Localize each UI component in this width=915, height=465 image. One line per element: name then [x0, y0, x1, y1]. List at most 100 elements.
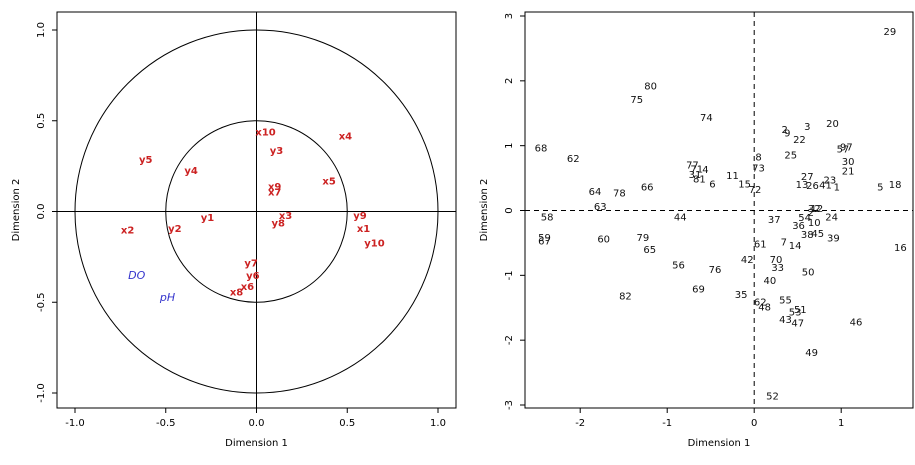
point-label-65: 65 [643, 245, 656, 256]
point-label-69: 69 [692, 284, 705, 295]
point-label-25: 25 [784, 151, 797, 162]
point-label-47: 47 [791, 319, 804, 330]
point-label-6: 6 [709, 179, 715, 190]
point-label-29: 29 [884, 27, 897, 38]
point-label-16: 16 [894, 243, 907, 254]
x-axis-title: Dimension 1 [688, 438, 751, 449]
point-label-75: 75 [630, 95, 643, 106]
variable-label-x8: x8 [230, 287, 243, 298]
point-label-37: 37 [768, 215, 781, 226]
point-label-45: 45 [811, 229, 824, 240]
y-axis-title: Dimension 2 [11, 179, 22, 242]
x-tick-label: -1.0 [65, 418, 85, 429]
observations-plot-panel: 2980757420329226897576225819307771473213… [479, 11, 914, 449]
y-tick-label: -1.0 [36, 383, 47, 403]
point-label-97: 97 [840, 142, 853, 153]
variable-label-y9: y9 [353, 211, 367, 222]
variable-label-DO: DO [128, 269, 145, 282]
point-label-7: 7 [781, 238, 787, 249]
variable-label-x7: x7 [268, 188, 281, 199]
variable-label-x3: x3 [279, 211, 292, 222]
y-tick-label: 3 [504, 13, 515, 19]
y-tick-label: 0.5 [36, 113, 47, 129]
point-label-40: 40 [763, 276, 776, 287]
point-label-53: 53 [789, 308, 802, 319]
x-tick-label: -2 [575, 418, 585, 429]
point-label-10: 10 [808, 218, 821, 229]
y-tick-label: 2 [504, 78, 515, 84]
variable-label-x5: x5 [322, 177, 335, 188]
point-label-5: 5 [877, 183, 883, 194]
point-label-39: 39 [827, 234, 840, 245]
point-label-33: 33 [771, 263, 784, 274]
point-label-31: 31 [689, 170, 702, 181]
point-label-62: 62 [754, 297, 767, 308]
variable-label-y7: y7 [244, 258, 258, 269]
x-tick-label: 1.0 [430, 418, 446, 429]
y-axis-title: Dimension 2 [479, 179, 490, 242]
x-tick-label: 0.0 [249, 418, 265, 429]
point-label-14: 14 [789, 241, 802, 252]
point-label-50: 50 [802, 267, 815, 278]
point-label-15: 15 [738, 179, 751, 190]
point-label-9: 9 [784, 129, 790, 140]
variable-label-y5: y5 [139, 155, 153, 166]
variable-label-y3: y3 [270, 146, 284, 157]
point-label-64: 64 [589, 187, 602, 198]
point-label-63: 63 [594, 202, 607, 213]
point-label-71: 71 [690, 164, 703, 175]
x-tick-label: 0 [751, 418, 757, 429]
point-label-74: 74 [700, 113, 713, 124]
y-tick-label: -2 [504, 335, 515, 345]
point-label-59: 59 [538, 233, 551, 244]
point-label-79: 79 [636, 233, 649, 244]
point-label-8: 8 [755, 153, 761, 164]
point-label-21: 21 [842, 166, 855, 177]
point-label-26: 26 [806, 181, 819, 192]
point-label-51: 51 [794, 305, 807, 316]
point-label-35: 35 [735, 290, 748, 301]
point-label-56: 56 [672, 260, 685, 271]
point-label-13: 13 [796, 180, 809, 191]
point-label-77: 77 [686, 160, 699, 171]
point-label-60: 60 [597, 234, 610, 245]
point-label-3: 3 [804, 122, 810, 133]
variable-label-x2: x2 [121, 226, 134, 237]
point-label-57: 57 [837, 144, 850, 155]
point-label-46: 46 [850, 317, 863, 328]
y-tick-label: -0.5 [36, 292, 47, 312]
point-label-2: 2 [781, 125, 787, 136]
x-axis-title: Dimension 1 [225, 438, 288, 449]
variable-label-x9: x9 [268, 182, 281, 193]
y-tick-label: 1.0 [36, 22, 47, 38]
variable-label-y4: y4 [184, 166, 198, 177]
point-label-52: 52 [766, 391, 779, 402]
point-label-54: 54 [798, 213, 811, 224]
point-label-41: 41 [819, 181, 832, 192]
point-label-62: 62 [567, 154, 580, 165]
point-label-76: 76 [709, 265, 722, 276]
point-label-20: 20 [826, 119, 839, 130]
point-label-2: 2 [808, 208, 814, 219]
y-tick-label: 1 [504, 142, 515, 148]
x-tick-label: -0.5 [156, 418, 176, 429]
point-label-78: 78 [613, 188, 626, 199]
point-label-11: 11 [726, 171, 739, 182]
point-label-38: 38 [801, 230, 814, 241]
point-label-55: 55 [779, 295, 792, 306]
point-label-24: 24 [825, 212, 838, 223]
point-label-68: 68 [535, 144, 548, 155]
variable-label-x4: x4 [339, 131, 352, 142]
variable-label-y8: y8 [272, 218, 286, 229]
variable-label-y2: y2 [168, 224, 182, 235]
x-tick-label: 1 [838, 418, 844, 429]
point-label-1: 1 [834, 183, 840, 194]
point-label-32: 32 [808, 204, 821, 215]
x-tick-label: -1 [662, 418, 672, 429]
point-label-80: 80 [644, 81, 657, 92]
point-label-70: 70 [770, 255, 783, 266]
variable-label-y6: y6 [246, 271, 260, 282]
point-label-82: 82 [619, 291, 632, 302]
